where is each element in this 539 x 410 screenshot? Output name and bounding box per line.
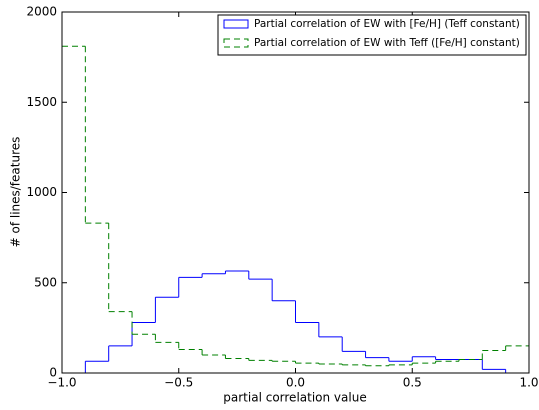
- legend-swatch: [223, 38, 249, 48]
- y-tick-label: 0: [49, 366, 57, 380]
- y-tick-label: 500: [34, 275, 57, 289]
- x-tick-label: 0.0: [286, 376, 305, 390]
- legend-label: Partial correlation of EW with [Fe/H] (T…: [254, 18, 520, 30]
- x-axis-label: partial correlation value: [223, 391, 366, 405]
- legend-label: Partial correlation of EW with Teff ([Fe…: [254, 37, 520, 49]
- legend-box: [217, 14, 527, 56]
- y-tick-label: 1000: [26, 185, 57, 199]
- x-tick-label: 1.0: [519, 376, 538, 390]
- y-tick-label: 1500: [26, 95, 57, 109]
- y-tick-label: 2000: [26, 5, 57, 19]
- x-tick-label: −1.0: [47, 376, 76, 390]
- x-tick-label: −0.5: [164, 376, 193, 390]
- x-tick-label: 0.5: [403, 376, 422, 390]
- legend-swatch: [223, 19, 249, 29]
- y-axis-label: # of lines/features: [9, 137, 23, 248]
